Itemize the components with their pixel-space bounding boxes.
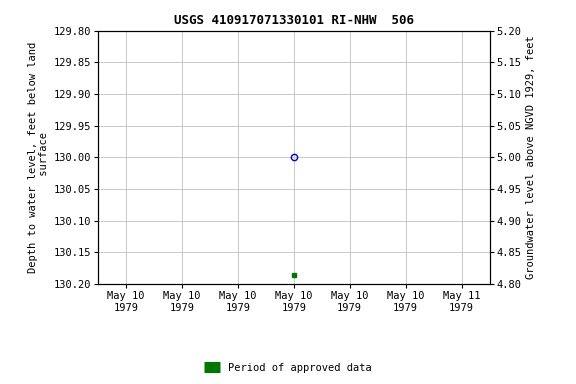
Legend: Period of approved data: Period of approved data xyxy=(200,359,376,377)
Y-axis label: Depth to water level, feet below land
 surface: Depth to water level, feet below land su… xyxy=(28,42,50,273)
Title: USGS 410917071330101 RI-NHW  506: USGS 410917071330101 RI-NHW 506 xyxy=(174,14,414,27)
Y-axis label: Groundwater level above NGVD 1929, feet: Groundwater level above NGVD 1929, feet xyxy=(526,36,536,279)
